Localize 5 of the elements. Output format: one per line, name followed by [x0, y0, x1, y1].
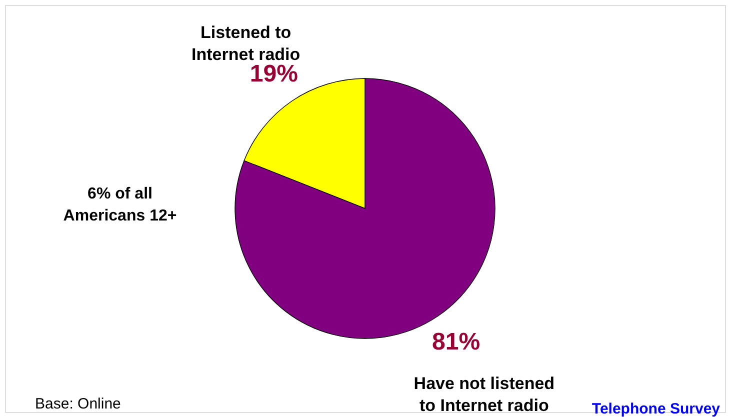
text: 6% of all Americans 12+ — [63, 186, 177, 224]
slice-label: Have not listened to Internet radio — [414, 374, 555, 415]
text: Telephone Survey — [592, 400, 721, 417]
text: Base: Online — [35, 396, 121, 412]
data-label: 81% — [432, 328, 480, 356]
